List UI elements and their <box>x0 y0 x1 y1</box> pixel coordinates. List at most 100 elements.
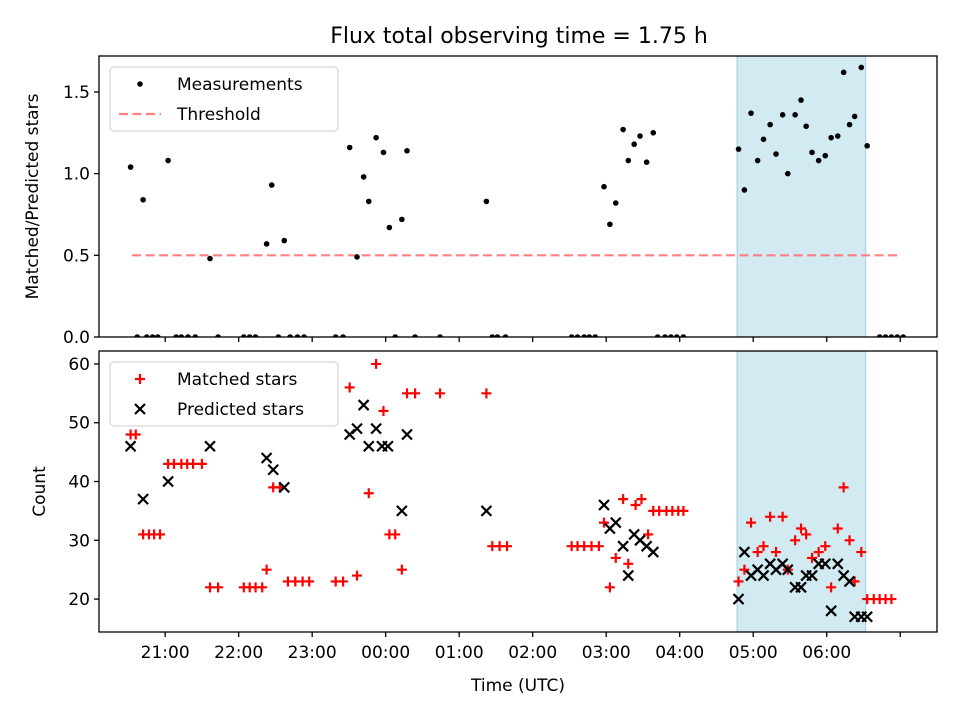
data-point <box>489 334 496 337</box>
data-point <box>758 541 769 552</box>
data-point <box>673 334 680 337</box>
data-point <box>592 334 598 337</box>
data-point <box>746 517 757 528</box>
data-point <box>599 517 610 528</box>
data-point <box>287 334 293 337</box>
series-markers <box>127 64 906 337</box>
data-point <box>888 334 895 337</box>
data-point <box>401 428 413 441</box>
data-point <box>678 505 689 516</box>
data-point <box>838 482 849 493</box>
data-point <box>739 564 750 575</box>
data-point <box>604 582 615 593</box>
data-point <box>137 493 149 505</box>
data-point <box>650 129 657 136</box>
y-tick-label: 0.0 <box>63 328 90 348</box>
observing-window-span <box>736 350 867 633</box>
data-point <box>390 529 401 540</box>
data-point <box>380 149 387 156</box>
data-point <box>732 593 745 605</box>
data-point <box>437 334 443 337</box>
data-point <box>630 500 641 511</box>
data-point <box>207 255 213 262</box>
data-point <box>822 152 829 159</box>
data-point <box>784 170 791 177</box>
data-point <box>840 69 847 76</box>
data-point <box>864 143 870 149</box>
legend-swatch <box>134 403 146 415</box>
data-point <box>662 334 668 337</box>
y-tick-label: 1.5 <box>63 83 90 103</box>
data-point <box>748 110 754 116</box>
axes-frame <box>98 55 938 338</box>
data-point <box>617 540 629 552</box>
data-point <box>760 136 767 143</box>
data-point <box>574 334 581 337</box>
data-point <box>404 147 410 154</box>
data-point <box>263 241 270 247</box>
data-point <box>354 254 360 260</box>
data-point <box>410 388 421 399</box>
data-point <box>357 399 370 411</box>
data-point <box>586 334 593 337</box>
data-point <box>826 582 837 593</box>
data-point <box>765 511 776 522</box>
data-point <box>771 547 782 558</box>
data-point <box>155 334 161 337</box>
data-point <box>260 452 273 464</box>
data-point <box>636 494 647 505</box>
data-point <box>396 564 407 575</box>
y-tick-label: 50 <box>68 414 90 434</box>
data-point <box>801 529 812 540</box>
data-point <box>647 546 660 558</box>
data-point <box>344 382 355 393</box>
data-point <box>178 334 185 337</box>
data-point <box>501 541 512 552</box>
x-tick-label: 06:00 <box>802 643 851 663</box>
series-plus <box>125 358 897 605</box>
data-point <box>861 610 873 623</box>
data-point <box>876 334 883 337</box>
y-tick-label: 30 <box>68 531 90 551</box>
data-point <box>281 237 288 244</box>
data-point <box>143 334 150 337</box>
data-point <box>843 575 856 588</box>
data-point <box>192 334 199 337</box>
data-point <box>124 440 137 453</box>
data-point <box>757 569 770 582</box>
count-panel: 20 30 40 50 60 21:00 22:00 23:00 00:00 01:00 02:00… <box>30 350 938 696</box>
ratio-panel: 0.0 0.5 1.0 1.5 Matched/Predicted stars Measu… <box>23 55 938 348</box>
data-point <box>386 224 393 231</box>
data-point <box>188 458 199 469</box>
data-point <box>625 157 632 164</box>
y-tick-label: 20 <box>68 590 90 610</box>
data-point <box>819 558 832 570</box>
data-point <box>332 334 339 337</box>
legend-label: Threshold <box>176 105 261 125</box>
chart-title: Flux total observing time = 1.75 h <box>330 24 708 49</box>
data-point <box>900 334 906 337</box>
data-point <box>894 334 901 337</box>
y-axis-title: Matched/Predicted stars <box>23 93 43 299</box>
data-point <box>795 581 807 594</box>
data-point <box>140 196 146 203</box>
x-tick-label: 21:00 <box>141 643 190 663</box>
data-point <box>601 183 607 190</box>
data-point <box>593 541 604 552</box>
data-point <box>494 334 501 337</box>
series-dot <box>127 64 906 337</box>
data-point <box>568 334 575 337</box>
data-point <box>754 157 761 164</box>
x-tick-label: 00:00 <box>361 643 410 663</box>
data-point <box>781 563 794 576</box>
data-point <box>371 358 382 369</box>
x-tick-label: 02:00 <box>508 643 557 663</box>
data-point <box>813 547 824 558</box>
legend-label: Predicted stars <box>177 400 304 420</box>
data-point <box>261 564 272 575</box>
data-point <box>278 481 291 494</box>
data-point <box>435 388 446 399</box>
data-point <box>360 174 367 180</box>
y-tick-label: 40 <box>68 473 90 493</box>
